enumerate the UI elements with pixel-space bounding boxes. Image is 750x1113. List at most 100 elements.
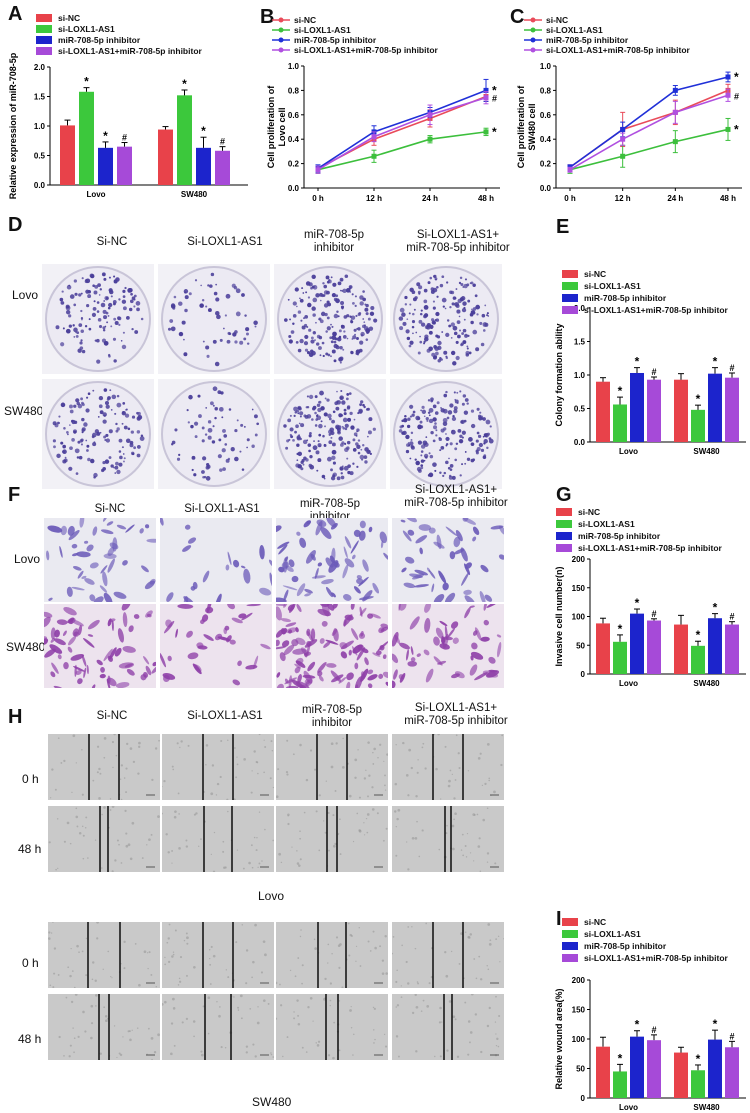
invaded-cell (237, 660, 242, 667)
invaded-cell (480, 564, 489, 573)
colony-dot (417, 440, 423, 445)
invaded-cell (205, 606, 214, 614)
cell-speck (445, 974, 449, 978)
colony-dot (224, 314, 227, 317)
invaded-cell (182, 545, 192, 552)
invaded-cell (393, 669, 398, 680)
colony-dot (412, 410, 416, 414)
colony-dot (81, 277, 84, 280)
colony-dot (297, 451, 303, 457)
invaded-cell (343, 593, 352, 601)
cell-speck (87, 857, 89, 859)
invaded-cell (89, 594, 96, 602)
colony-dot (96, 310, 100, 313)
colony-dot (409, 404, 414, 409)
colony-dot (69, 446, 73, 451)
wound-header-combo-line2: miR-708-5p inhibitor (404, 715, 508, 727)
colony-dot (469, 282, 472, 285)
cell-speck (457, 752, 460, 755)
colony-dot (72, 324, 75, 327)
sig-mark-1-1: * (696, 628, 701, 642)
colony-dot (119, 455, 123, 460)
cell-speck (467, 1020, 471, 1023)
colony-dot (442, 417, 448, 423)
cell-speck (469, 1031, 473, 1034)
colony-dot (297, 310, 302, 314)
invaded-cell (276, 525, 282, 533)
legend-marker-1 (278, 27, 284, 33)
wound-image-2-3 (392, 922, 504, 988)
invaded-cell (280, 618, 291, 623)
cell-speck (243, 758, 246, 761)
colony-dot (459, 434, 463, 438)
colony-dot (349, 315, 352, 318)
cell-speck (94, 979, 97, 983)
cell-speck (53, 947, 57, 950)
invaded-cell (401, 567, 407, 573)
colony-dot (73, 336, 76, 338)
colony-dot (318, 346, 322, 350)
colony-dot (354, 295, 357, 298)
colony-dot (352, 301, 355, 305)
invaded-cell (57, 654, 62, 660)
colony-dot (331, 449, 337, 455)
sig-mark-0-1: * (618, 622, 623, 636)
invaded-cell (177, 604, 194, 609)
cell-speck (439, 1055, 442, 1058)
colony-dot (118, 450, 122, 453)
colony-dot (439, 449, 442, 452)
colony-dot (118, 462, 123, 467)
cell-speck (153, 1050, 157, 1054)
colony-dot (359, 295, 364, 300)
cell-speck (348, 794, 352, 798)
cell-speck (155, 986, 158, 988)
cell-speck (236, 756, 238, 758)
invaded-cell (215, 593, 222, 602)
colony-dot (309, 454, 313, 459)
invaded-cell (243, 568, 251, 584)
cell-speck (210, 792, 214, 796)
cell-speck (385, 972, 388, 975)
invaded-cell (318, 675, 324, 682)
cell-speck (494, 1021, 497, 1023)
cell-speck (150, 833, 153, 836)
legend-swatch-0 (562, 918, 578, 926)
invaded-cell (330, 670, 342, 682)
colony-dot (411, 320, 416, 324)
sig-mark-0-1: * (84, 75, 89, 89)
cell-speck (173, 815, 177, 819)
invaded-cell (428, 569, 436, 579)
cell-speck (177, 984, 180, 986)
cell-speck (373, 1007, 376, 1010)
colony-dot (441, 331, 444, 333)
cell-speck (324, 977, 327, 981)
legend-label-0: si-NC (546, 15, 568, 25)
wound-image-2-1 (162, 922, 274, 988)
cell-speck (181, 1021, 184, 1024)
invaded-cell (141, 565, 149, 573)
colony-dot (311, 418, 314, 421)
colony-dot (353, 432, 358, 437)
colony-dot (369, 311, 375, 316)
cell-speck (72, 734, 76, 738)
colony-dot (409, 457, 412, 460)
cell-speck (349, 1009, 352, 1012)
bar-sw480-2 (708, 618, 722, 674)
cell-speck (257, 1006, 259, 1008)
colony-dot (62, 327, 65, 330)
colony-dot (470, 310, 476, 315)
colony-dot (463, 333, 469, 338)
colony-dot (441, 297, 447, 303)
x-tick-label-2: 24 h (422, 194, 438, 203)
colony-dot (136, 411, 139, 415)
cell-speck (138, 745, 141, 749)
colony-dot (188, 292, 192, 296)
colony-dot (81, 417, 85, 422)
invaded-cell (409, 616, 420, 630)
cell-speck (167, 960, 171, 964)
colony-dot (78, 455, 83, 460)
cell-speck (472, 813, 476, 817)
cell-speck (363, 777, 367, 780)
cell-speck (146, 952, 149, 954)
colony-dot (106, 321, 109, 324)
